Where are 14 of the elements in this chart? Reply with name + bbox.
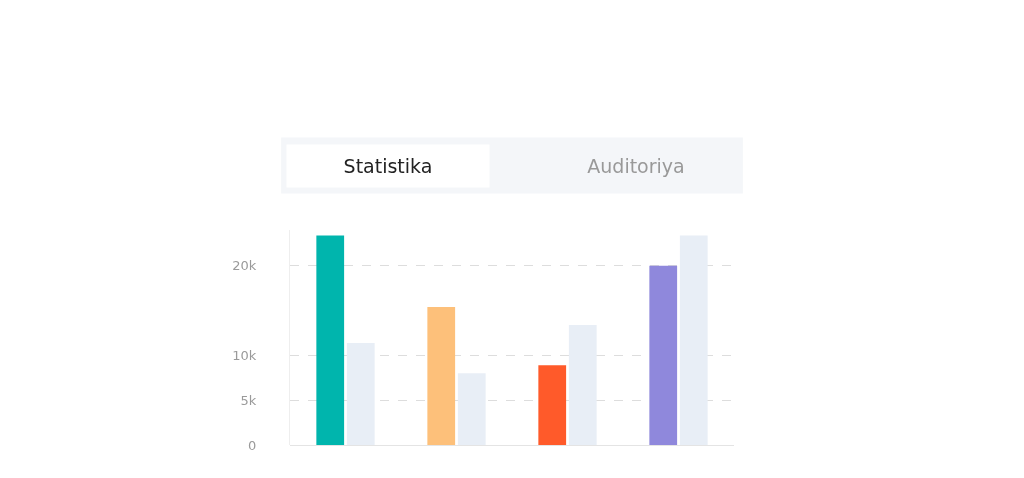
bar [427, 307, 456, 445]
text: Statistika [343, 155, 433, 177]
bar [316, 235, 345, 445]
bar [649, 265, 678, 445]
y-tick-label: 5k [240, 392, 257, 408]
bar [457, 373, 486, 445]
bar [568, 324, 597, 445]
bar [679, 235, 708, 445]
bar [346, 342, 375, 445]
text: Auditoriya [587, 155, 685, 177]
y-tick-label: 20k [232, 258, 257, 274]
y-tick-label: 10k [232, 347, 257, 363]
y-tick-label: 0 [248, 437, 257, 453]
bar [538, 365, 567, 445]
